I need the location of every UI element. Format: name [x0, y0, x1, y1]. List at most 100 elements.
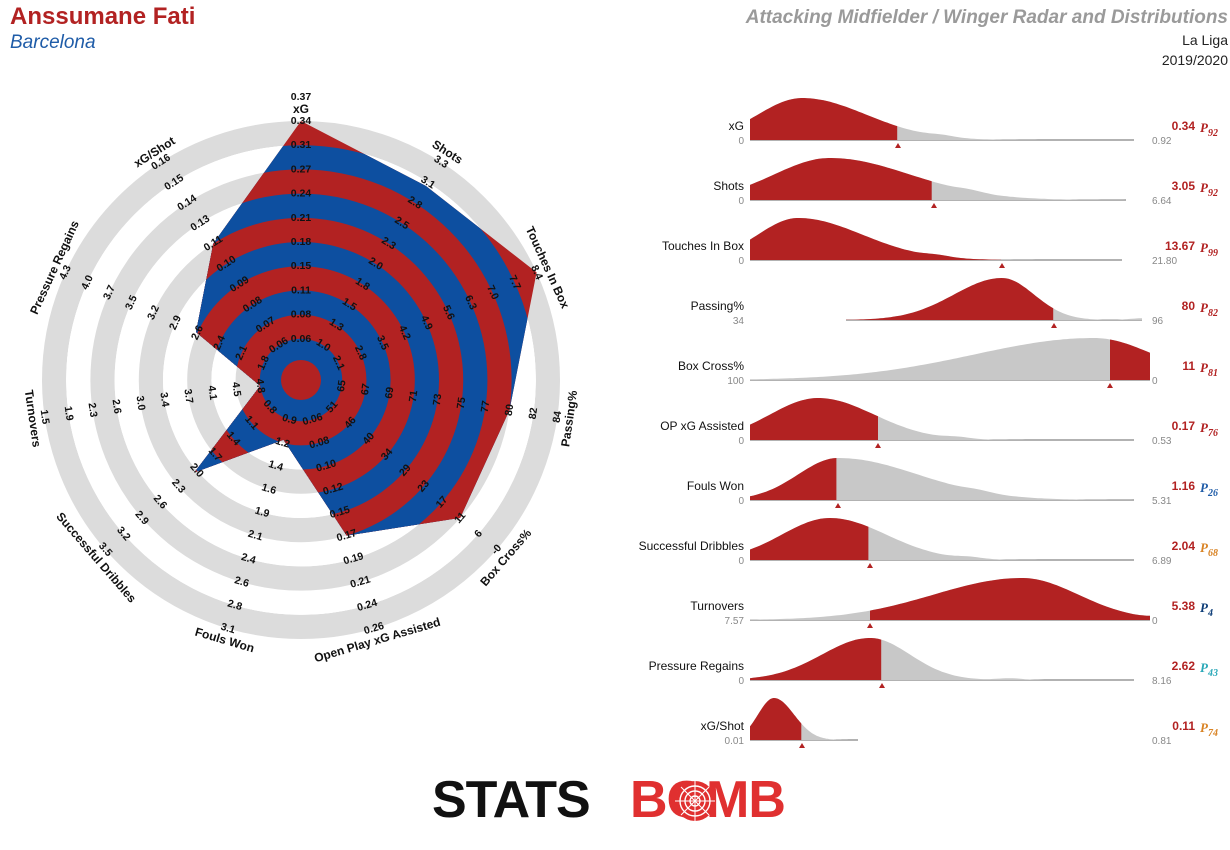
distribution-player-area	[750, 98, 898, 140]
radar-tick-label: 3.1	[219, 621, 237, 637]
radar-tick-label: 0.17	[335, 527, 358, 544]
metric-value: 80	[1182, 299, 1196, 313]
radar-tick-label: 75	[455, 396, 469, 409]
distribution-row: xG 0 0.920.34 P92	[729, 98, 1218, 148]
radar-tick-label: 2.3	[86, 402, 100, 418]
radar-tick-label: 2.6	[110, 398, 124, 414]
radar-axis-label: xG	[293, 102, 309, 116]
radar-tick-label: 82	[527, 407, 541, 420]
distribution-row: Touches In Box 0 21.80 13.67 P99	[662, 218, 1218, 268]
metric-label: Fouls Won	[687, 479, 744, 493]
metric-min: 100	[727, 376, 744, 387]
player-marker	[799, 743, 805, 748]
metric-percentile-value: 92	[1208, 188, 1218, 199]
logo-target-icon	[675, 781, 715, 821]
metric-percentile-value: 92	[1208, 128, 1218, 139]
metric-label: Touches In Box	[662, 239, 744, 253]
distribution-player-area	[750, 218, 1002, 260]
metric-label: Shots	[713, 179, 744, 193]
metric-min: 0.01	[725, 736, 745, 747]
metric-value: 0.17	[1172, 419, 1196, 433]
radar-tick-label: 80	[503, 403, 517, 416]
metric-percentile-value: 4	[1207, 608, 1213, 619]
radar-tick-label: 0.11	[291, 284, 311, 296]
metric-percentile: P68	[1200, 540, 1218, 559]
metric-max: 6.64	[1152, 196, 1172, 207]
radar-tick-label: 1.2	[274, 435, 292, 451]
metric-max: 0	[1152, 616, 1158, 627]
metric-value: 5.38	[1172, 599, 1196, 613]
metric-max: 0.92	[1152, 136, 1172, 147]
radar-tick-label: 0.37	[291, 91, 312, 103]
distribution-row: Fouls Won 0 5.311.16 P26	[687, 458, 1218, 508]
metric-percentile-value: 68	[1208, 548, 1218, 559]
league-label: La Liga	[1182, 32, 1228, 48]
metric-max: 5.31	[1152, 496, 1172, 507]
radar-tick-label: 2.8	[352, 344, 369, 362]
metric-percentile-value: 81	[1208, 368, 1218, 379]
radar-tick-label: 2.1	[330, 354, 347, 372]
radar-tick-label: 8.4	[528, 263, 545, 281]
metric-label: xG	[729, 119, 744, 133]
distribution-row: Shots 0 6.643.05 P92	[713, 158, 1218, 208]
statsbomb-logo: STATS BOMB	[432, 771, 812, 829]
chart-title: Attacking Midfielder / Winger Radar and …	[745, 7, 1228, 28]
radar-tick-label: 6.3	[462, 293, 479, 311]
metric-min: 0	[738, 556, 744, 567]
radar-tick-label: 4.2	[396, 324, 413, 342]
metric-percentile-value: 82	[1208, 308, 1218, 319]
radar-tick-label: 71	[407, 389, 421, 402]
metric-percentile: P99	[1200, 240, 1218, 259]
radar-tick-label: 0.10	[315, 457, 338, 474]
metric-percentile: P74	[1200, 720, 1218, 739]
radar-tick-label: 0.24	[356, 597, 379, 614]
player-marker	[895, 143, 901, 148]
distribution-row: Pressure Regains 0 8.162.62 P43	[649, 638, 1218, 688]
distribution-player-area	[750, 518, 869, 560]
radar-tick-label: 1.5	[38, 409, 52, 425]
radar-tick-label: 3.2	[145, 303, 162, 321]
metric-max: 0.53	[1152, 436, 1172, 447]
radar-tick-label: 0.21	[349, 573, 372, 590]
player-marker	[835, 503, 841, 508]
radar-tick-label: 0.08	[308, 434, 331, 451]
radar-tick-label: 3.4	[157, 392, 171, 408]
metric-value: 2.04	[1172, 539, 1196, 553]
metric-value: 11	[1182, 359, 1195, 373]
radar-tick-label: 2.1	[233, 344, 250, 362]
metric-percentile: P92	[1200, 180, 1218, 199]
team-name: Barcelona	[10, 32, 96, 53]
metric-value: 0.11	[1172, 719, 1195, 733]
metric-label: Passing%	[691, 299, 745, 313]
metric-max: 8.16	[1152, 676, 1172, 687]
metric-value: 13.67	[1165, 239, 1195, 253]
radar-tick-label: 1.9	[253, 505, 271, 521]
radar-tick-label: 3.5	[374, 334, 391, 352]
radar-tick-label: 67	[359, 383, 373, 396]
metric-min: 0	[738, 496, 744, 507]
player-marker	[1107, 383, 1113, 388]
metric-percentile: P43	[1200, 660, 1218, 679]
player-marker	[867, 563, 873, 568]
radar-tick-label: 2.1	[247, 528, 265, 544]
distribution-row: OP xG Assisted 0 0.530.17 P76	[660, 398, 1218, 448]
metric-percentile: P82	[1200, 300, 1218, 319]
distribution-row: Successful Dribbles 0 6.892.04 P68	[639, 518, 1218, 568]
distribution-area	[750, 338, 1150, 380]
metric-max: 0.81	[1152, 736, 1172, 747]
radar-tick-label: 84	[551, 410, 565, 423]
metric-min: 0	[738, 136, 744, 147]
radar-tick-label: 4.9	[418, 314, 435, 332]
radar-tick-label: 2.8	[226, 597, 244, 613]
metric-label: Turnovers	[690, 599, 744, 613]
radar-tick-label: 0.06	[301, 411, 324, 428]
radar-tick-label: 2.4	[240, 551, 258, 567]
metric-percentile-value: 43	[1207, 668, 1218, 679]
radar-chart: 0.06 0.08 0.11 0.15 0.18 0.21 0.24 0.27 0.31 0.34…	[22, 91, 580, 665]
metric-min: 0	[738, 196, 744, 207]
radar-tick-label: 4.3	[57, 263, 74, 281]
player-name: Anssumane Fati	[10, 3, 196, 30]
radar-tick-label: 77	[479, 400, 493, 413]
radar-tick-label: 4.5	[229, 381, 243, 397]
metric-percentile: P81	[1200, 360, 1218, 379]
